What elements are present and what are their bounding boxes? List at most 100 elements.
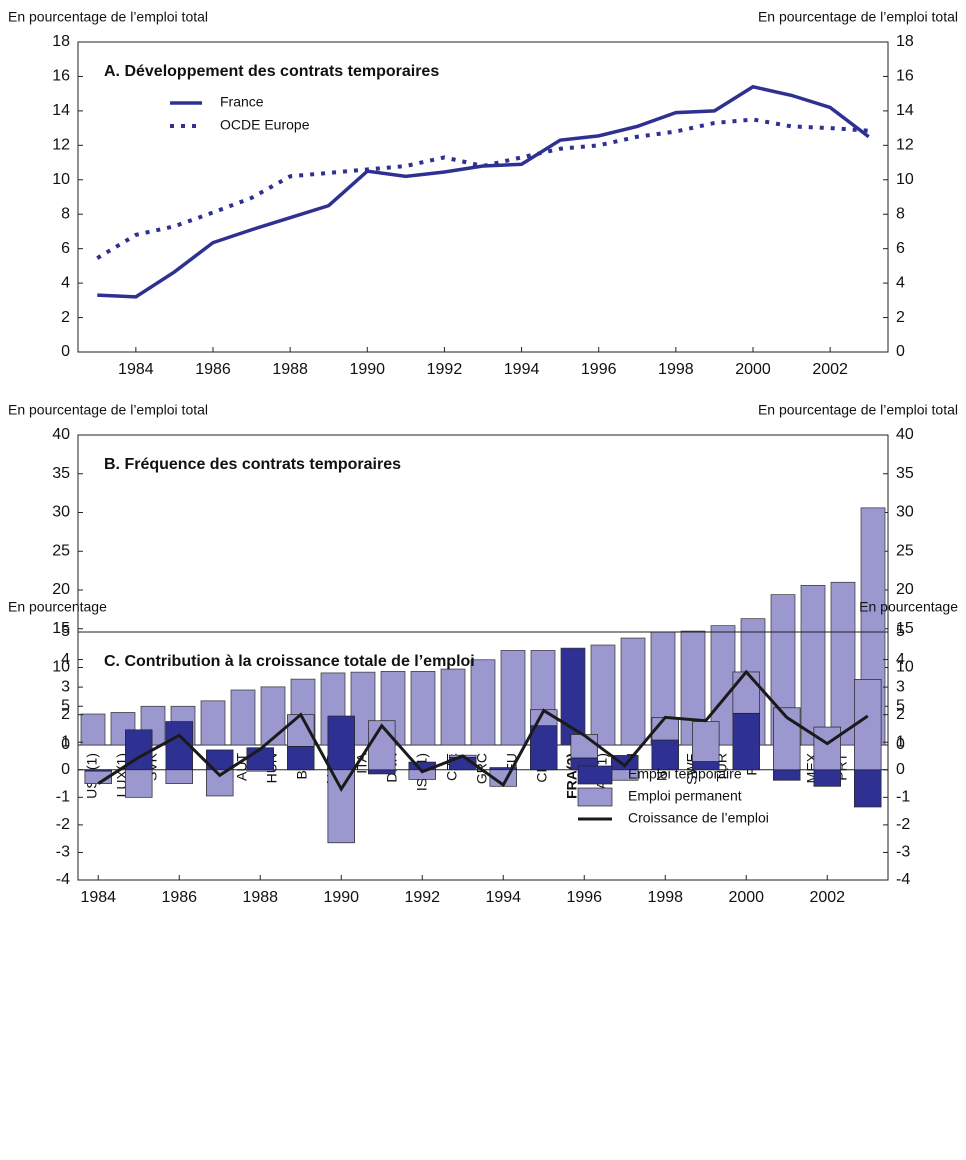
y-tick-label: 15	[52, 620, 70, 637]
y2-tick-label: -1	[896, 789, 910, 806]
y-tick-label: 20	[52, 581, 70, 598]
y2-tick-label: 12	[896, 137, 914, 154]
chart-title: A. Développement des contrats temporaire…	[104, 63, 439, 80]
y2-tick-label: -2	[896, 816, 910, 833]
y-tick-label: 0	[61, 736, 70, 753]
bar-segment	[246, 769, 274, 772]
x-tick-label: 1990	[323, 889, 359, 906]
bar-segment	[368, 769, 396, 775]
bar-segment	[813, 769, 841, 787]
y-axis-label: En pourcentage	[8, 599, 107, 615]
legend-swatch	[577, 787, 613, 807]
bar	[200, 700, 226, 746]
x-tick-label: ITA	[354, 752, 370, 773]
bar-segment	[246, 747, 274, 771]
y2-tick-label: 6	[896, 240, 905, 257]
bar	[500, 650, 526, 746]
bar	[410, 671, 436, 746]
bar	[80, 713, 106, 746]
bar-segment	[570, 734, 598, 759]
bar-segment	[732, 671, 760, 714]
y-tick-label: -3	[56, 844, 70, 861]
y2-tick-label: 0	[896, 736, 905, 753]
y2-tick-label: 5	[896, 623, 905, 640]
y-tick-label: 10	[52, 659, 70, 676]
legend-label: Emploi temporaire	[628, 766, 742, 782]
bar-segment	[651, 739, 679, 771]
bar-segment	[692, 721, 720, 762]
y2-tick-label: 10	[896, 659, 914, 676]
y2-axis-label: En pourcentage de l’emploi total	[758, 9, 958, 25]
x-tick-label: 1990	[349, 361, 385, 378]
y2-tick-label: 25	[896, 542, 914, 559]
x-tick-label: 2000	[728, 889, 764, 906]
plot-frame	[77, 631, 889, 881]
y2-tick-label: 2	[896, 706, 905, 723]
bar	[260, 686, 286, 746]
y2-tick-label: 20	[896, 581, 914, 598]
x-tick-label: 1994	[504, 361, 540, 378]
y2-tick-label: 10	[896, 171, 914, 188]
y-tick-label: 25	[52, 542, 70, 559]
bar-segment	[854, 769, 882, 808]
y2-axis-label: En pourcentage de l’emploi total	[758, 402, 958, 418]
x-tick-label: 1998	[658, 361, 694, 378]
bar-segment	[773, 769, 801, 781]
y2-axis-label: En pourcentage	[859, 599, 958, 615]
x-tick-label: 1988	[272, 361, 308, 378]
y-tick-label: 6	[61, 240, 70, 257]
y2-tick-label: 14	[896, 102, 914, 119]
legend-swatch	[577, 765, 613, 785]
y-tick-label: 0	[61, 761, 70, 778]
y2-tick-label: 40	[896, 426, 914, 443]
y2-tick-label: 3	[896, 678, 905, 695]
x-tick-label: 1984	[80, 889, 116, 906]
bar-segment	[813, 726, 841, 771]
y-tick-label: 4	[61, 274, 70, 291]
y2-tick-label: 18	[896, 33, 914, 50]
bar	[470, 659, 496, 746]
bar	[830, 581, 856, 746]
x-tick-label: 1998	[647, 889, 683, 906]
y2-tick-label: -4	[896, 871, 910, 888]
x-tick-label: 2000	[735, 361, 771, 378]
line-series	[97, 669, 869, 793]
bar-segment	[287, 746, 315, 771]
x-tick-label: 1992	[404, 889, 440, 906]
bar	[590, 644, 616, 746]
bar	[230, 689, 256, 746]
line-series	[97, 84, 870, 299]
y2-tick-label: 2	[896, 309, 905, 326]
y2-tick-label: 4	[896, 651, 905, 668]
y-tick-label: 1	[61, 733, 70, 750]
y-tick-label: 2	[61, 309, 70, 326]
x-tick-label: 1984	[118, 361, 154, 378]
y2-tick-label: 35	[896, 465, 914, 482]
y-tick-label: 40	[52, 426, 70, 443]
x-tick-label: 1996	[581, 361, 617, 378]
y-tick-label: -2	[56, 816, 70, 833]
y-tick-label: 2	[61, 706, 70, 723]
bar-segment	[530, 725, 558, 771]
y2-tick-label: 30	[896, 504, 914, 521]
y-tick-label: 5	[61, 697, 70, 714]
y-tick-label: 35	[52, 465, 70, 482]
y2-tick-label: 4	[896, 274, 905, 291]
y-axis-label: En pourcentage de l’emploi total	[8, 402, 208, 418]
x-tick-label: 1996	[566, 889, 602, 906]
legend-label: Croissance de l’emploi	[628, 810, 769, 826]
bar-segment	[327, 715, 355, 771]
y-tick-label: 10	[52, 171, 70, 188]
y-tick-label: 4	[61, 651, 70, 668]
y-tick-label: -4	[56, 871, 70, 888]
y-tick-label: -1	[56, 789, 70, 806]
y2-tick-label: 8	[896, 205, 905, 222]
y2-tick-label: 1	[896, 733, 905, 750]
x-tick-label: 2002	[809, 889, 845, 906]
legend-label: Emploi permanent	[628, 788, 742, 804]
legend-label: OCDE Europe	[220, 117, 310, 133]
bar	[800, 584, 826, 746]
bar-segment	[368, 720, 396, 771]
y-tick-label: 8	[61, 205, 70, 222]
